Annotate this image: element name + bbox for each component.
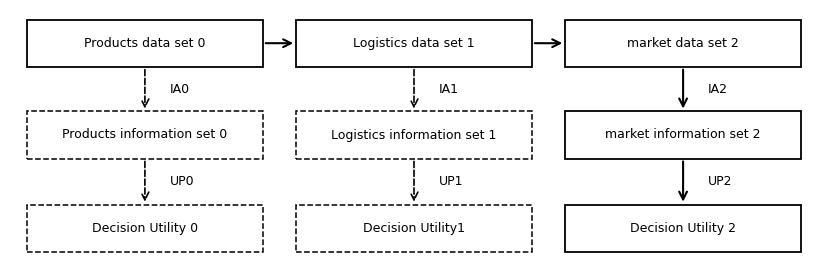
Text: UP0: UP0 bbox=[170, 175, 194, 188]
Text: IA2: IA2 bbox=[707, 83, 727, 96]
Text: Products data set 0: Products data set 0 bbox=[84, 37, 205, 50]
Text: UP2: UP2 bbox=[707, 175, 732, 188]
Text: IA0: IA0 bbox=[170, 83, 189, 96]
FancyBboxPatch shape bbox=[26, 19, 263, 67]
FancyBboxPatch shape bbox=[26, 112, 263, 158]
FancyBboxPatch shape bbox=[296, 205, 532, 252]
Text: Logistics data set 1: Logistics data set 1 bbox=[353, 37, 474, 50]
FancyBboxPatch shape bbox=[564, 112, 801, 158]
Text: market data set 2: market data set 2 bbox=[627, 37, 738, 50]
FancyBboxPatch shape bbox=[296, 19, 532, 67]
Text: Logistics information set 1: Logistics information set 1 bbox=[331, 129, 496, 141]
Text: Decision Utility 2: Decision Utility 2 bbox=[629, 222, 735, 235]
Text: market information set 2: market information set 2 bbox=[605, 129, 760, 141]
Text: Decision Utility 0: Decision Utility 0 bbox=[92, 222, 198, 235]
Text: Products information set 0: Products information set 0 bbox=[62, 129, 227, 141]
Text: IA1: IA1 bbox=[438, 83, 458, 96]
FancyBboxPatch shape bbox=[564, 205, 801, 252]
FancyBboxPatch shape bbox=[296, 112, 532, 158]
Text: Decision Utility1: Decision Utility1 bbox=[362, 222, 465, 235]
FancyBboxPatch shape bbox=[26, 205, 263, 252]
FancyBboxPatch shape bbox=[564, 19, 801, 67]
Text: UP1: UP1 bbox=[438, 175, 463, 188]
